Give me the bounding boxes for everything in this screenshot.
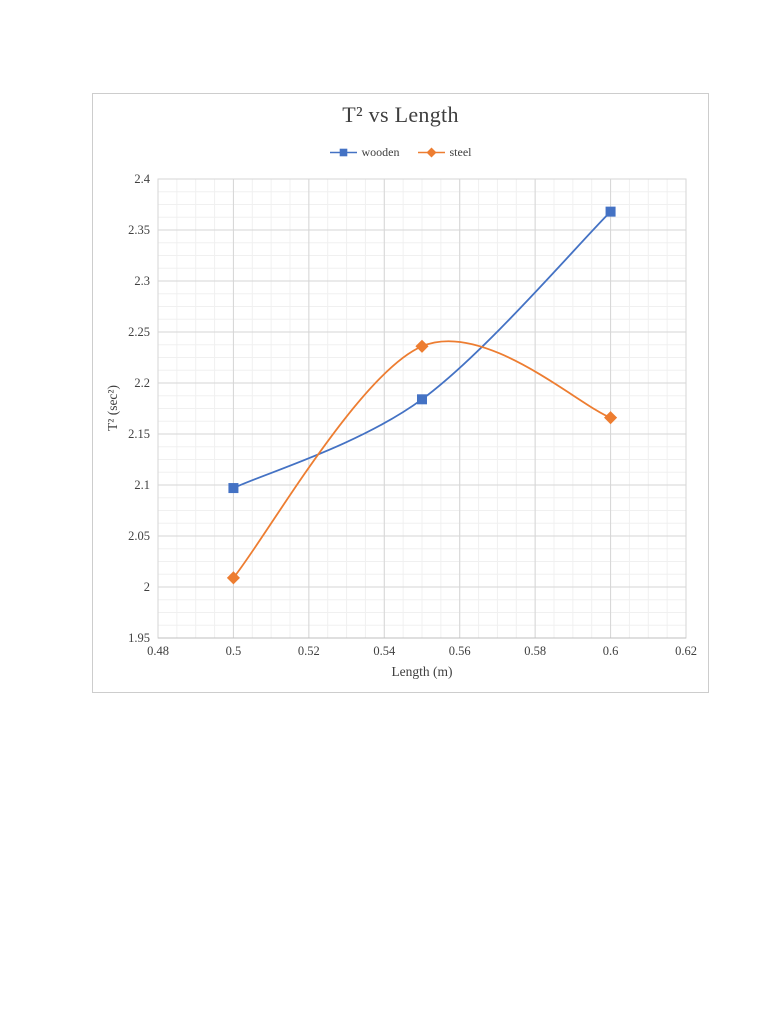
svg-text:0.5: 0.5: [226, 644, 242, 658]
chart-legend: wooden steel: [93, 145, 708, 160]
legend-item-steel: steel: [417, 145, 472, 160]
plot-area: 0.48 0.5 0.52 0.54 0.56 0.58 0.6 0.62 1.95 2 2.05 2…: [128, 172, 697, 658]
svg-text:2.4: 2.4: [134, 172, 150, 186]
square-marker-icon: [329, 148, 357, 157]
minor-gridlines: [157, 178, 687, 639]
svg-text:0.52: 0.52: [298, 644, 320, 658]
svg-text:0.54: 0.54: [373, 644, 396, 658]
svg-text:2.35: 2.35: [128, 223, 150, 237]
series-markers-steel: [226, 339, 618, 585]
chart-frame: T² vs Length wooden steel 0.48 0.5 0.52 0.54…: [92, 93, 709, 693]
svg-text:1.95: 1.95: [128, 631, 150, 645]
svg-text:0.56: 0.56: [449, 644, 471, 658]
legend-label: wooden: [361, 145, 400, 159]
x-tick-labels: 0.48 0.5 0.52 0.54 0.56 0.58 0.6 0.62: [147, 644, 697, 658]
legend-item-wooden: wooden: [329, 145, 400, 160]
svg-text:0.58: 0.58: [524, 644, 546, 658]
svg-text:2.25: 2.25: [128, 325, 150, 339]
svg-text:2: 2: [144, 580, 150, 594]
svg-text:2.05: 2.05: [128, 529, 150, 543]
chart-title: T² vs Length: [342, 102, 459, 127]
svg-text:2.1: 2.1: [134, 478, 150, 492]
svg-text:0.6: 0.6: [603, 644, 619, 658]
legend-label: steel: [449, 145, 472, 159]
y-axis-title: T² (sec²): [105, 385, 120, 431]
y-tick-labels: 1.95 2 2.05 2.1 2.15 2.2 2.25 2.3 2.35 2.4: [128, 172, 151, 645]
svg-text:2.2: 2.2: [134, 376, 150, 390]
svg-text:0.48: 0.48: [147, 644, 169, 658]
x-axis-title: Length (m): [391, 664, 453, 679]
svg-text:0.62: 0.62: [675, 644, 697, 658]
svg-text:2.15: 2.15: [128, 427, 150, 441]
diamond-marker-icon: [417, 147, 445, 158]
series-markers-wooden: [228, 206, 616, 494]
svg-text:2.3: 2.3: [134, 274, 150, 288]
